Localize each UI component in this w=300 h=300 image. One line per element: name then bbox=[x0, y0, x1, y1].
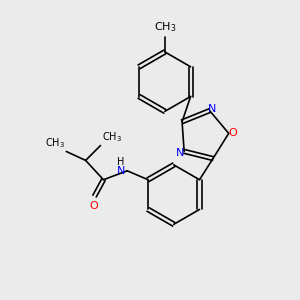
Text: CH$_3$: CH$_3$ bbox=[102, 130, 122, 144]
Text: H: H bbox=[118, 157, 125, 167]
Text: N: N bbox=[208, 104, 216, 114]
Text: O: O bbox=[228, 128, 237, 138]
Text: CH$_3$: CH$_3$ bbox=[45, 136, 65, 150]
Text: N: N bbox=[117, 166, 126, 176]
Text: CH$_3$: CH$_3$ bbox=[154, 20, 176, 34]
Text: N: N bbox=[176, 148, 184, 158]
Text: O: O bbox=[90, 200, 98, 211]
